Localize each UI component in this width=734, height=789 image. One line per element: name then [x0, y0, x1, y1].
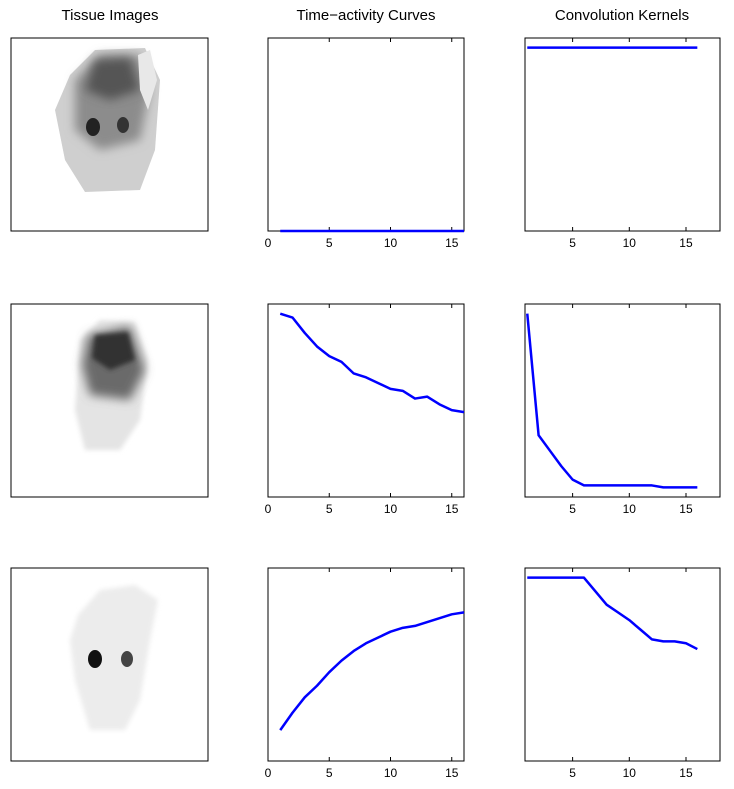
tissue-image	[10, 303, 209, 498]
x-tick-label: 5	[326, 236, 333, 250]
x-tick-label: 10	[623, 236, 637, 250]
plot-frame	[524, 37, 721, 232]
plot-frame	[524, 567, 721, 762]
column-title: Convolution Kernels	[555, 7, 689, 24]
x-tick-label: 5	[569, 766, 576, 780]
column-title: Time−activity Curves	[296, 7, 435, 24]
x-tick-label: 5	[569, 236, 576, 250]
x-tick-label: 15	[679, 502, 693, 516]
x-tick-label: 10	[384, 236, 398, 250]
x-tick-label: 10	[384, 502, 398, 516]
x-tick-label: 10	[623, 766, 637, 780]
plot-frame	[524, 303, 721, 498]
x-tick-label: 0	[265, 766, 272, 780]
tissue-image	[10, 37, 209, 232]
x-tick-label: 5	[569, 502, 576, 516]
x-tick-label: 15	[445, 236, 459, 250]
x-tick-label: 5	[326, 502, 333, 516]
data-line	[526, 313, 698, 489]
x-tick-label: 15	[679, 766, 693, 780]
data-line	[279, 312, 465, 414]
plot-frame	[267, 567, 465, 762]
x-tick-label: 10	[384, 766, 398, 780]
data-line	[527, 576, 698, 651]
x-tick-label: 0	[265, 502, 272, 516]
x-tick-label: 0	[265, 236, 272, 250]
x-tick-label: 5	[326, 766, 333, 780]
tissue-image	[10, 567, 209, 762]
x-tick-label: 15	[679, 236, 693, 250]
column-title: Tissue Images	[62, 7, 159, 24]
plot-frame	[267, 37, 465, 232]
x-tick-label: 15	[445, 766, 459, 780]
x-tick-label: 15	[445, 502, 459, 516]
x-tick-label: 10	[623, 502, 637, 516]
data-line	[279, 611, 465, 731]
